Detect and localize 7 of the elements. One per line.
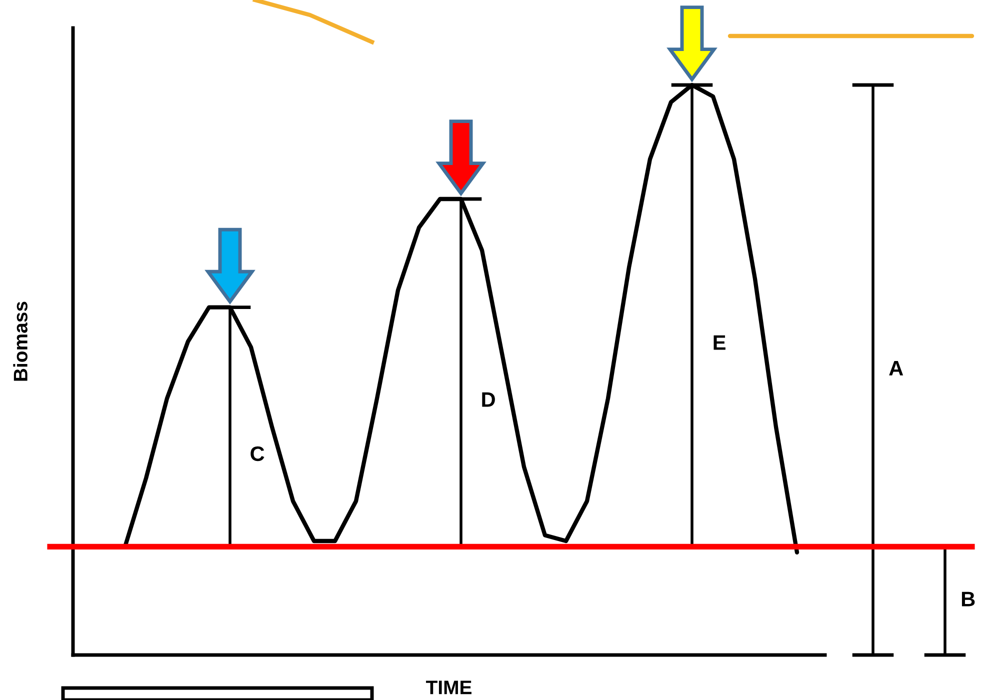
annotation: E — [714, 335, 726, 350]
annotation: C — [250, 446, 264, 462]
text: B — [962, 592, 975, 606]
text: A — [889, 361, 904, 376]
annotation: D — [482, 392, 495, 407]
x-axis-title: TIME — [426, 680, 472, 694]
y-axis-title: Biomass — [13, 302, 28, 381]
